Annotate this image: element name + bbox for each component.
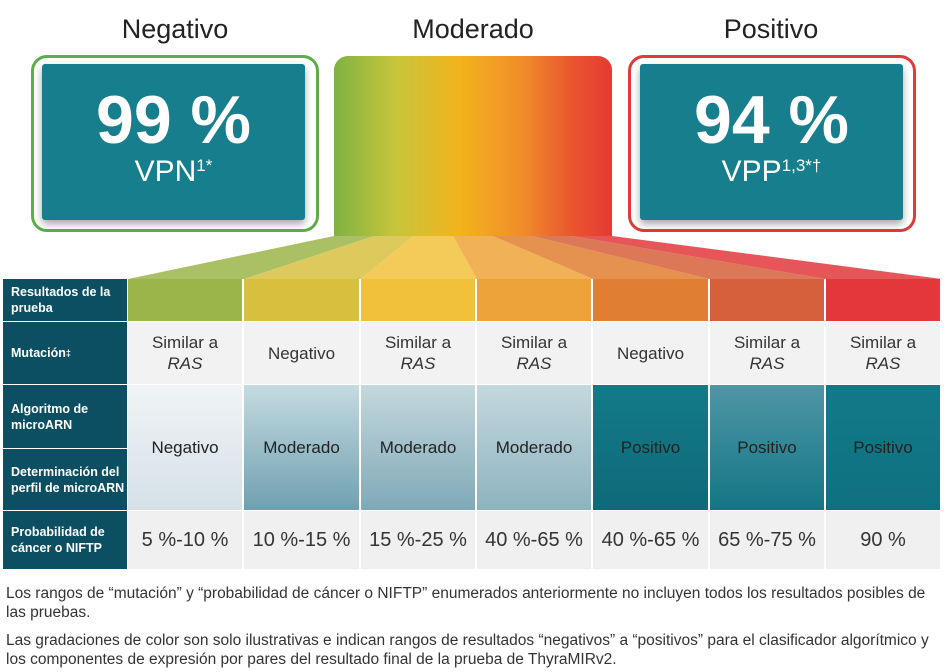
algorithm-result: Moderado	[495, 437, 573, 457]
probability-value: 10 %-15 %	[252, 528, 351, 551]
mutation-gene: RAS	[865, 354, 901, 373]
probability-value: 90 %	[860, 528, 906, 551]
result-color-cell	[826, 279, 942, 321]
mutation-text: Negativo	[267, 343, 336, 363]
algorithm-result: Negativo	[151, 437, 219, 457]
mutation-cell: Negativo	[593, 322, 710, 384]
footnote-1: Los rangos de “mutación” y “probabilidad…	[6, 585, 926, 621]
mutation-label-text: Mutación	[11, 346, 66, 360]
probability-cell: 5 %-10 %	[128, 511, 244, 569]
fan-segment	[128, 236, 374, 279]
npv-superscript: 1*	[196, 156, 213, 175]
algorithm-result: Positivo	[737, 437, 797, 457]
probability-cell: 40 %-65 %	[593, 511, 710, 569]
probability-value: 5 %-10 %	[141, 528, 229, 551]
algorithm-result: Positivo	[620, 437, 681, 457]
fan-segment	[244, 236, 414, 279]
result-color-cell	[593, 279, 710, 321]
npv-box: 99 % VPN1*	[42, 64, 305, 220]
algorithm-cell: Negativo	[128, 385, 244, 510]
mutation-cell: Similar a RAS	[477, 322, 593, 384]
mutation-cell: Similar a RAS	[361, 322, 477, 384]
fan-segment	[532, 236, 826, 279]
mutation-gene: RAS	[749, 354, 785, 373]
fan-segment	[453, 236, 594, 279]
result-color-cell	[244, 279, 361, 321]
algorithm-cell: Positivo	[710, 385, 826, 510]
fan-segment	[360, 236, 477, 279]
fan-segment	[492, 236, 710, 279]
mutation-text: Negativo	[616, 343, 685, 363]
row-label-mutation: Mutación ‡	[3, 322, 127, 384]
algorithm-cell: Moderado	[477, 385, 593, 510]
mutation-prefix: Similar a	[151, 333, 219, 352]
probability-value: 15 %-25 %	[369, 528, 467, 551]
algorithm-cell: Moderado	[244, 385, 361, 510]
algorithm-cell: Positivo	[593, 385, 710, 510]
mutation-label-sup: ‡	[65, 348, 71, 358]
probability-cell: 65 %-75 %	[710, 511, 826, 569]
mutation-prefix: Similar a	[849, 333, 917, 352]
algorithm-result: Moderado	[263, 437, 340, 457]
result-color-cell	[128, 279, 244, 321]
mutation-cell: Similar a RAS	[128, 322, 244, 384]
row-label-probability: Probabilidad de cáncer o NIFTP	[3, 511, 127, 569]
probability-value: 40 %-65 %	[485, 528, 583, 551]
mutation-prefix: Similar a	[384, 333, 452, 352]
probability-cell: 40 %-65 %	[477, 511, 593, 569]
mutation-cell: Negativo	[244, 322, 361, 384]
ppv-superscript: 1,3*†	[781, 156, 822, 175]
mutation-cell: Similar a RAS	[710, 322, 826, 384]
mutation-cell: Similar a RAS	[826, 322, 942, 384]
algorithm-cell: Positivo	[826, 385, 942, 510]
moderate-gradient-band	[334, 56, 612, 236]
algorithm-result: Moderado	[379, 437, 457, 457]
ppv-label: VPP1,3*†	[640, 156, 903, 188]
npv-label-text: VPN	[134, 155, 197, 188]
mutation-gene: RAS	[400, 354, 436, 373]
row-label-profile: Determinación del perfil de microARN	[3, 449, 127, 510]
probability-cell: 15 %-25 %	[361, 511, 477, 569]
probability-cell: 90 %	[826, 511, 942, 569]
mutation-prefix: Similar a	[733, 333, 801, 352]
result-color-cell	[710, 279, 826, 321]
result-color-cell	[361, 279, 477, 321]
mutation-prefix: Similar a	[500, 333, 568, 352]
npv-value: 99 %	[96, 82, 251, 158]
ppv-value: 94 %	[694, 82, 849, 158]
algorithm-result: Positivo	[853, 437, 913, 457]
header-negative: Negativo	[121, 14, 229, 44]
algorithm-cell: Moderado	[361, 385, 477, 510]
npv-label: VPN1*	[42, 156, 305, 188]
gradient-fan	[128, 236, 942, 279]
header-moderate: Moderado	[412, 14, 534, 44]
probability-value: 65 %-75 %	[718, 528, 816, 551]
header-positive: Positivo	[723, 14, 819, 44]
mutation-gene: RAS	[167, 354, 203, 373]
probability-value: 40 %-65 %	[601, 528, 700, 551]
row-label-results: Resultados de la prueba	[3, 279, 127, 321]
row-label-algorithm: Algoritmo de microARN	[3, 385, 127, 448]
result-color-cell	[477, 279, 593, 321]
probability-cell: 10 %-15 %	[244, 511, 361, 569]
mutation-gene: RAS	[516, 354, 552, 373]
footnote-2: Las gradaciones de color son solo ilustr…	[6, 632, 929, 668]
fan-segment	[572, 236, 942, 279]
ppv-label-text: VPP	[721, 155, 782, 188]
ppv-box: 94 % VPP1,3*†	[640, 64, 903, 220]
